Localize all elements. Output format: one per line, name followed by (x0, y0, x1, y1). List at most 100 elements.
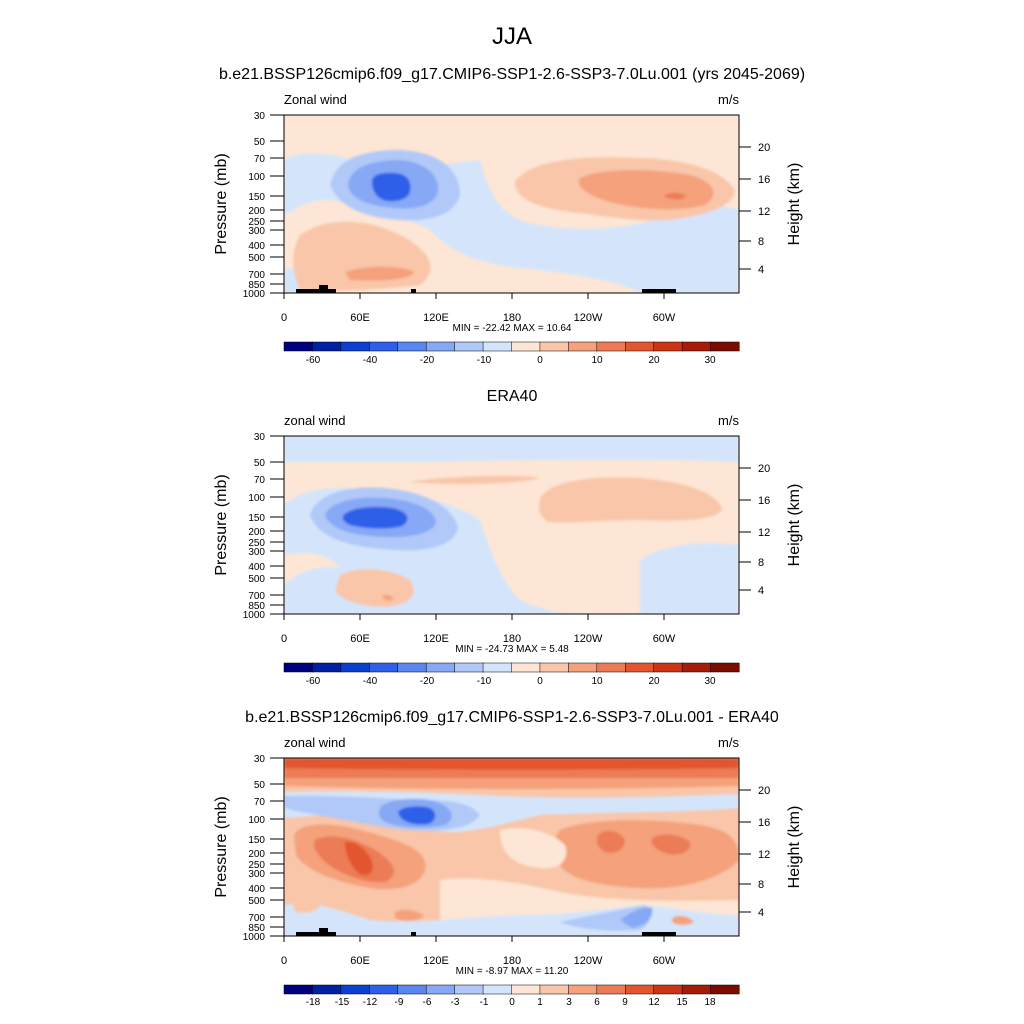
colorbar-label: 9 (622, 997, 628, 1008)
contour-region-pos-upper-10 (578, 170, 714, 210)
height-tick-label: 16 (758, 495, 770, 507)
height-axis: 20 16 12 8 4 (758, 785, 770, 919)
topography (296, 285, 676, 293)
contour-region-low-pos (500, 828, 567, 869)
y2-axis-label: Height (km) (786, 806, 803, 889)
height-tick-label: 8 (758, 557, 764, 569)
left-label: zonal wind (284, 735, 345, 750)
right-label: m/s (718, 735, 739, 750)
colorbar-label: 10 (591, 676, 603, 687)
colorbar-label: 15 (676, 997, 688, 1008)
pressure-tick-label: 1000 (243, 289, 266, 300)
colorbar-label: -20 (420, 355, 435, 366)
lon-axis: 0 60E 120E 180 120W 60W (281, 955, 676, 967)
contour-field (284, 436, 739, 614)
contour-minimum-core (372, 172, 411, 202)
lon-tick-label: 180 (503, 955, 521, 967)
height-axis: 20 16 12 8 4 (758, 463, 770, 597)
colorbar-swatch (482, 662, 513, 673)
contour-band-9 (284, 778, 739, 789)
colorbar-labels: -60 -40 -20 -10 0 10 20 30 (306, 676, 716, 687)
y2-axis-label: Height (km) (786, 484, 803, 567)
colorbar-swatch (568, 341, 598, 352)
pressure-tick-label: 300 (248, 547, 265, 558)
lon-tick-label: 0 (281, 312, 287, 324)
colorbar-swatch (340, 984, 370, 995)
colorbar-label: 1 (537, 997, 543, 1008)
pressure-tick-label: 50 (254, 458, 266, 469)
height-tick-label: 4 (758, 907, 764, 919)
pressure-tick-label: 300 (248, 226, 265, 237)
contour-region-pos-east-9 (596, 830, 625, 853)
colorbar-swatch (340, 341, 370, 352)
lon-tick-label: 120W (574, 955, 603, 967)
contour-region-pos-band (410, 475, 540, 485)
pressure-tick-label: 250 (248, 217, 265, 228)
colorbar-swatch (568, 662, 598, 673)
colorbar-swatch (482, 984, 513, 995)
colorbar-label: 30 (704, 676, 716, 687)
pressure-tick-label: 400 (248, 884, 265, 895)
contour-region-pos-east-9b (651, 834, 691, 855)
colorbar-swatch (625, 984, 655, 995)
contour-maximum-core (664, 193, 686, 200)
colorbar-labels: -60 -40 -20 -10 0 10 20 30 (306, 355, 716, 366)
colorbar-swatches (283, 662, 740, 673)
pressure-tick-label: 70 (254, 154, 266, 165)
colorbar-swatch (397, 341, 427, 352)
colorbar-swatch (625, 662, 655, 673)
contour-minimum-core (398, 806, 436, 825)
colorbar-swatch (454, 662, 484, 673)
lon-tick-label: 120W (574, 312, 603, 324)
contour-region-pos-lower-10 (382, 595, 394, 601)
colorbar-label: 6 (594, 997, 600, 1008)
pressure-axis: 30 50 70 100 150 200 250 300 400 500 700… (243, 754, 266, 943)
colorbar-swatch (511, 984, 541, 995)
colorbar-swatch (681, 662, 712, 673)
pressure-tick-label: 150 (248, 192, 265, 203)
lon-tick-label: 120E (423, 955, 449, 967)
pressure-tick-label: 150 (248, 835, 265, 846)
colorbar-label: -18 (306, 997, 321, 1008)
colorbar-swatch (425, 984, 456, 995)
colorbar-swatch (511, 662, 541, 673)
colorbar-swatch (425, 662, 456, 673)
height-tick-label: 20 (758, 785, 770, 797)
colorbar-label: 12 (648, 997, 660, 1008)
colorbar-label: 30 (704, 355, 716, 366)
pressure-axis: 30 50 70 100 150 200 250 300 400 500 700… (243, 432, 266, 621)
right-label: m/s (718, 413, 739, 428)
colorbar-swatch (482, 341, 513, 352)
height-tick-label: 4 (758, 585, 764, 597)
pressure-tick-label: 100 (248, 493, 265, 504)
lon-tick-label: 0 (281, 955, 287, 967)
colorbar-swatch (425, 341, 456, 352)
lon-tick-label: 180 (503, 633, 521, 645)
colorbar-label: 10 (591, 355, 603, 366)
lon-tick-label: 120E (423, 633, 449, 645)
height-tick-label: 20 (758, 463, 770, 475)
colorbar-swatch (312, 662, 342, 673)
y-axis-label: Pressure (mb) (213, 153, 230, 254)
contour-maximum-core (345, 841, 373, 876)
pressure-tick-label: 850 (248, 601, 265, 612)
contour-region-neg-near-surface-6 (620, 907, 653, 928)
colorbar-label: 18 (704, 997, 716, 1008)
pressure-tick-label: 850 (248, 280, 265, 291)
colorbar-swatch (539, 662, 569, 673)
figure-title: JJA (492, 23, 532, 50)
colorbar-swatch (369, 984, 399, 995)
pressure-tick-label: 250 (248, 538, 265, 549)
colorbar-label: 3 (566, 997, 572, 1008)
colorbar-swatch (454, 341, 484, 352)
height-tick-label: 12 (758, 527, 770, 539)
panel-era40: ERA40 zonal wind m/s 30 50 70 100 (213, 388, 803, 687)
colorbar-label: -15 (335, 997, 350, 1008)
stats-text: MIN = -8.97 MAX = 11.20 (456, 966, 569, 977)
lon-tick-label: 120E (423, 312, 449, 324)
colorbar-swatches (283, 984, 740, 995)
height-tick-label: 8 (758, 879, 764, 891)
colorbar-swatch (710, 984, 740, 995)
pressure-tick-label: 500 (248, 574, 265, 585)
